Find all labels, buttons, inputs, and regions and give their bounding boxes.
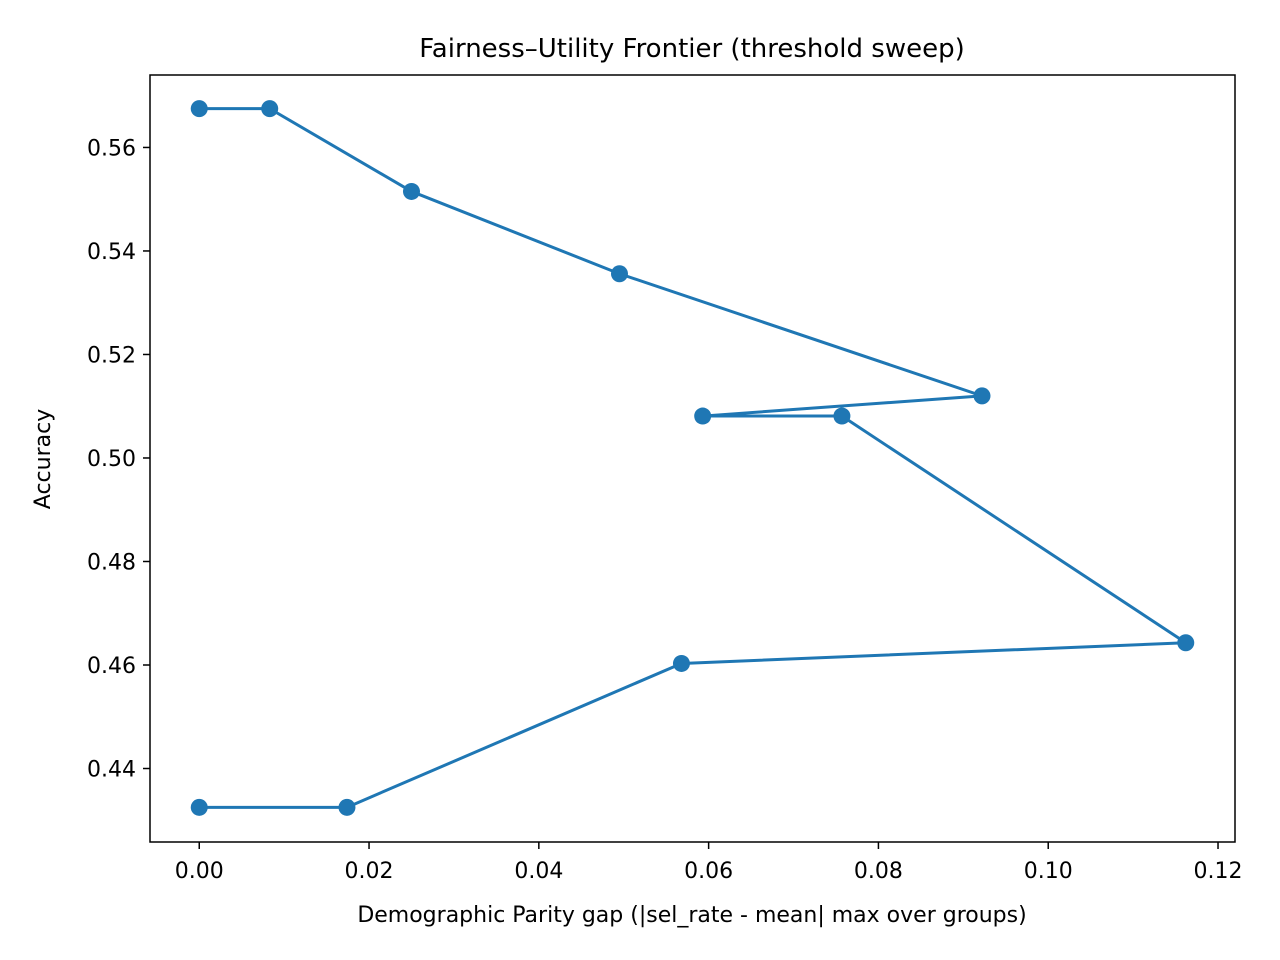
y-tick-label: 0.44 xyxy=(87,758,136,783)
x-tick-label: 0.06 xyxy=(684,859,733,884)
chart-title: Fairness–Utility Frontier (threshold swe… xyxy=(419,34,965,64)
y-tick-label: 0.50 xyxy=(87,447,136,472)
y-tick-label: 0.56 xyxy=(87,136,136,161)
data-point xyxy=(190,100,208,118)
x-tick-label: 0.04 xyxy=(514,859,563,884)
x-tick-label: 0.02 xyxy=(345,859,394,884)
x-tick-label: 0.10 xyxy=(1024,859,1073,884)
y-tick-label: 0.52 xyxy=(87,343,136,368)
data-point xyxy=(694,407,712,425)
plot-area xyxy=(190,100,1195,816)
data-point xyxy=(190,798,208,816)
data-point xyxy=(402,182,420,200)
x-tick-label: 0.00 xyxy=(175,859,224,884)
data-point xyxy=(610,265,628,283)
data-point xyxy=(833,407,851,425)
y-axis-title: Accuracy xyxy=(31,409,56,509)
x-tick-label: 0.12 xyxy=(1194,859,1243,884)
data-point xyxy=(973,387,991,405)
x-axis-title: Demographic Parity gap (|sel_rate - mean… xyxy=(357,903,1026,928)
y-tick-label: 0.46 xyxy=(87,654,136,679)
y-tick-label: 0.48 xyxy=(87,550,136,575)
data-point xyxy=(338,798,356,816)
data-point xyxy=(672,654,690,672)
data-point xyxy=(1177,634,1195,652)
y-tick-label: 0.54 xyxy=(87,240,136,265)
x-tick-label: 0.08 xyxy=(854,859,903,884)
data-point xyxy=(261,100,279,118)
